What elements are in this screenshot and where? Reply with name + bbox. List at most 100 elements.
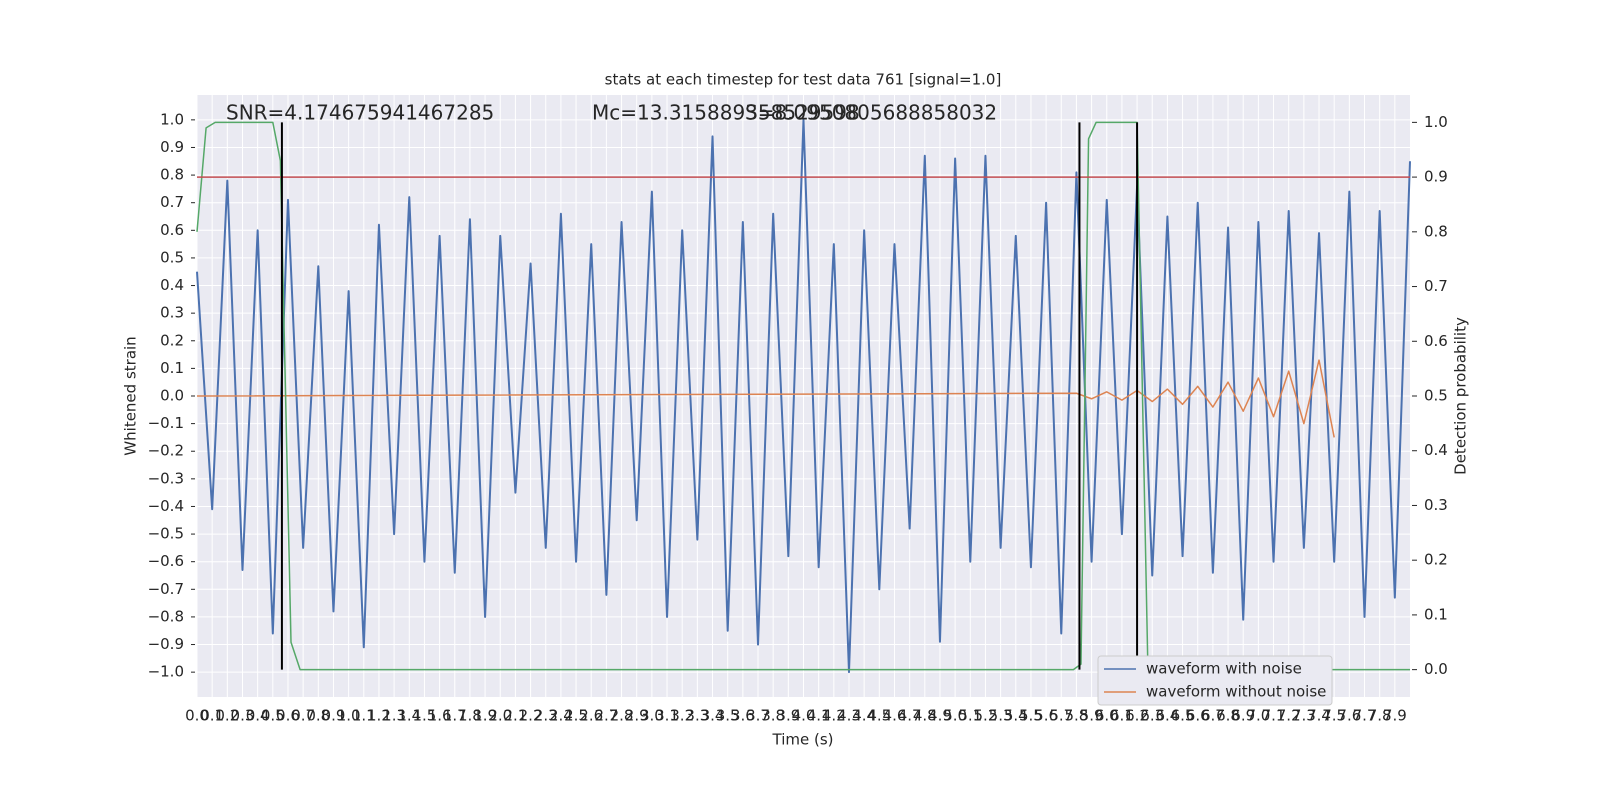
x-tick-label: 3.3 (685, 707, 709, 725)
x-tick-label: 2.7 (594, 707, 618, 725)
x-tick-label: 0.1 (200, 707, 224, 725)
x-tick-label: 7.1 (1262, 707, 1286, 725)
x-tick-label: 5.7 (1049, 707, 1073, 725)
x-tick-label: 3.9 (776, 707, 800, 725)
series-line (196, 359, 1335, 438)
x-tick-label: 1.5 (413, 707, 437, 725)
x-tick-label: 3.6 (731, 707, 755, 725)
y-tick-label: −0.6 (148, 552, 184, 570)
x-tick-label: 5.4 (1004, 707, 1028, 725)
x-tick-label: 4.0 (792, 707, 816, 725)
x-tick-label: 0.0 (185, 707, 209, 725)
x-tick-label: 3.7 (746, 707, 770, 725)
y-tick-label: −0.1 (148, 414, 184, 432)
series-line (196, 118, 1411, 674)
x-tick-label: 4.5 (867, 707, 891, 725)
x-tick-label: 2.8 (610, 707, 634, 725)
x-tick-label: 3.0 (640, 707, 664, 725)
x-axis-label: Time (s) (772, 731, 834, 749)
y-tick-label: −0.7 (148, 580, 184, 598)
x-tick-label: 3.8 (761, 707, 785, 725)
y-tick-label: −0.8 (148, 607, 184, 625)
x-tick-label: 4.8 (913, 707, 937, 725)
y2-axis-label: Detection probability (1452, 317, 1470, 475)
x-tick-label: 0.7 (291, 707, 315, 725)
x-tick-label: 6.6 (1186, 707, 1210, 725)
x-tick-label: 6.3 (1140, 707, 1164, 725)
y-tick-label: −0.3 (148, 469, 184, 487)
x-tick-label: 1.9 (473, 707, 497, 725)
x-tick-label: 2.6 (579, 707, 603, 725)
x-tick-label: 1.0 (337, 707, 361, 725)
x-tick-label: 1.4 (397, 707, 421, 725)
x-tick-label: 0.3 (231, 707, 255, 725)
y-tick-label: 0.2 (160, 331, 184, 349)
y-tick-label: −1.0 (148, 663, 184, 681)
y2-tick-label: 0.7 (1424, 277, 1448, 295)
x-tick-label: 5.6 (1034, 707, 1058, 725)
x-tick-label: 4.4 (852, 707, 876, 725)
y2-tick-label: 0.5 (1424, 387, 1448, 405)
x-tick-label: 5.1 (958, 707, 982, 725)
x-tick-label: 6.8 (1216, 707, 1240, 725)
y-tick-label: −0.2 (148, 442, 184, 460)
x-tick-label: 5.8 (1064, 707, 1088, 725)
x-tick-label: 4.2 (822, 707, 846, 725)
annotation: S=8.0950805688858032 (745, 101, 997, 125)
y-tick-label: 0.3 (160, 304, 184, 322)
x-tick-label: 5.9 (1080, 707, 1104, 725)
x-tick-label: 0.5 (261, 707, 285, 725)
y-tick-label: 0.9 (160, 138, 184, 156)
legend-label: waveform without noise (1146, 683, 1326, 701)
x-tick-label: 2.4 (549, 707, 573, 725)
y-tick-label: −0.4 (148, 497, 184, 515)
x-tick-label: 0.9 (322, 707, 346, 725)
y-tick-label: −0.5 (148, 525, 184, 543)
x-tick-label: 4.9 (928, 707, 952, 725)
legend: waveform with noise waveform without nois… (1097, 655, 1333, 706)
y-tick-label: −0.9 (148, 635, 184, 653)
x-tick-label: 4.6 (883, 707, 907, 725)
x-tick-label: 7.4 (1307, 707, 1331, 725)
x-tick-label: 3.1 (655, 707, 679, 725)
y2-tick-label: 0.4 (1424, 441, 1448, 459)
legend-label: waveform with noise (1146, 660, 1302, 678)
x-tick-label: 1.2 (367, 707, 391, 725)
x-tick-label: 6.5 (1171, 707, 1195, 725)
x-tick-label: 5.2 (974, 707, 998, 725)
x-tick-label: 7.3 (1292, 707, 1316, 725)
x-tick-label: 3.4 (701, 707, 725, 725)
x-tick-label: 7.9 (1383, 707, 1407, 725)
y-tick-label: 0.8 (160, 166, 184, 184)
annotation: SNR=4.174675941467285 (226, 101, 494, 125)
y2-tick-label: 0.3 (1424, 496, 1448, 514)
y-tick-label: 1.0 (160, 110, 184, 128)
x-tick-label: 5.0 (943, 707, 967, 725)
x-tick-label: 2.2 (519, 707, 543, 725)
x-tick-label: 5.3 (989, 707, 1013, 725)
chart-title: stats at each timestep for test data 761… (605, 71, 1002, 89)
y2-tick-label: 0.2 (1424, 551, 1448, 569)
x-tick-label: 1.3 (382, 707, 406, 725)
y2-tick-label: 0.0 (1424, 660, 1448, 678)
x-tick-label: 5.5 (1019, 707, 1043, 725)
y-tick-label: 0.7 (160, 193, 184, 211)
x-tick-label: 2.9 (625, 707, 649, 725)
x-tick-label: 0.6 (276, 707, 300, 725)
x-tick-label: 7.6 (1337, 707, 1361, 725)
y-tick-label: 0.5 (160, 248, 184, 266)
x-tick-label: 7.8 (1368, 707, 1392, 725)
x-tick-label: 2.3 (534, 707, 558, 725)
y-tick-label: 0.1 (160, 359, 184, 377)
x-tick-label: 4.1 (807, 707, 831, 725)
y-tick-label: 0.4 (160, 276, 184, 294)
x-tick-label: 6.7 (1201, 707, 1225, 725)
x-tick-label: 4.7 (898, 707, 922, 725)
x-tick-label: 7.7 (1353, 707, 1377, 725)
x-tick-label: 3.5 (716, 707, 740, 725)
x-tick-label: 0.4 (246, 707, 270, 725)
x-tick-label: 6.2 (1125, 707, 1149, 725)
y-axis-label: Whitened strain (122, 336, 140, 455)
y2-tick-label: 0.1 (1424, 605, 1448, 623)
